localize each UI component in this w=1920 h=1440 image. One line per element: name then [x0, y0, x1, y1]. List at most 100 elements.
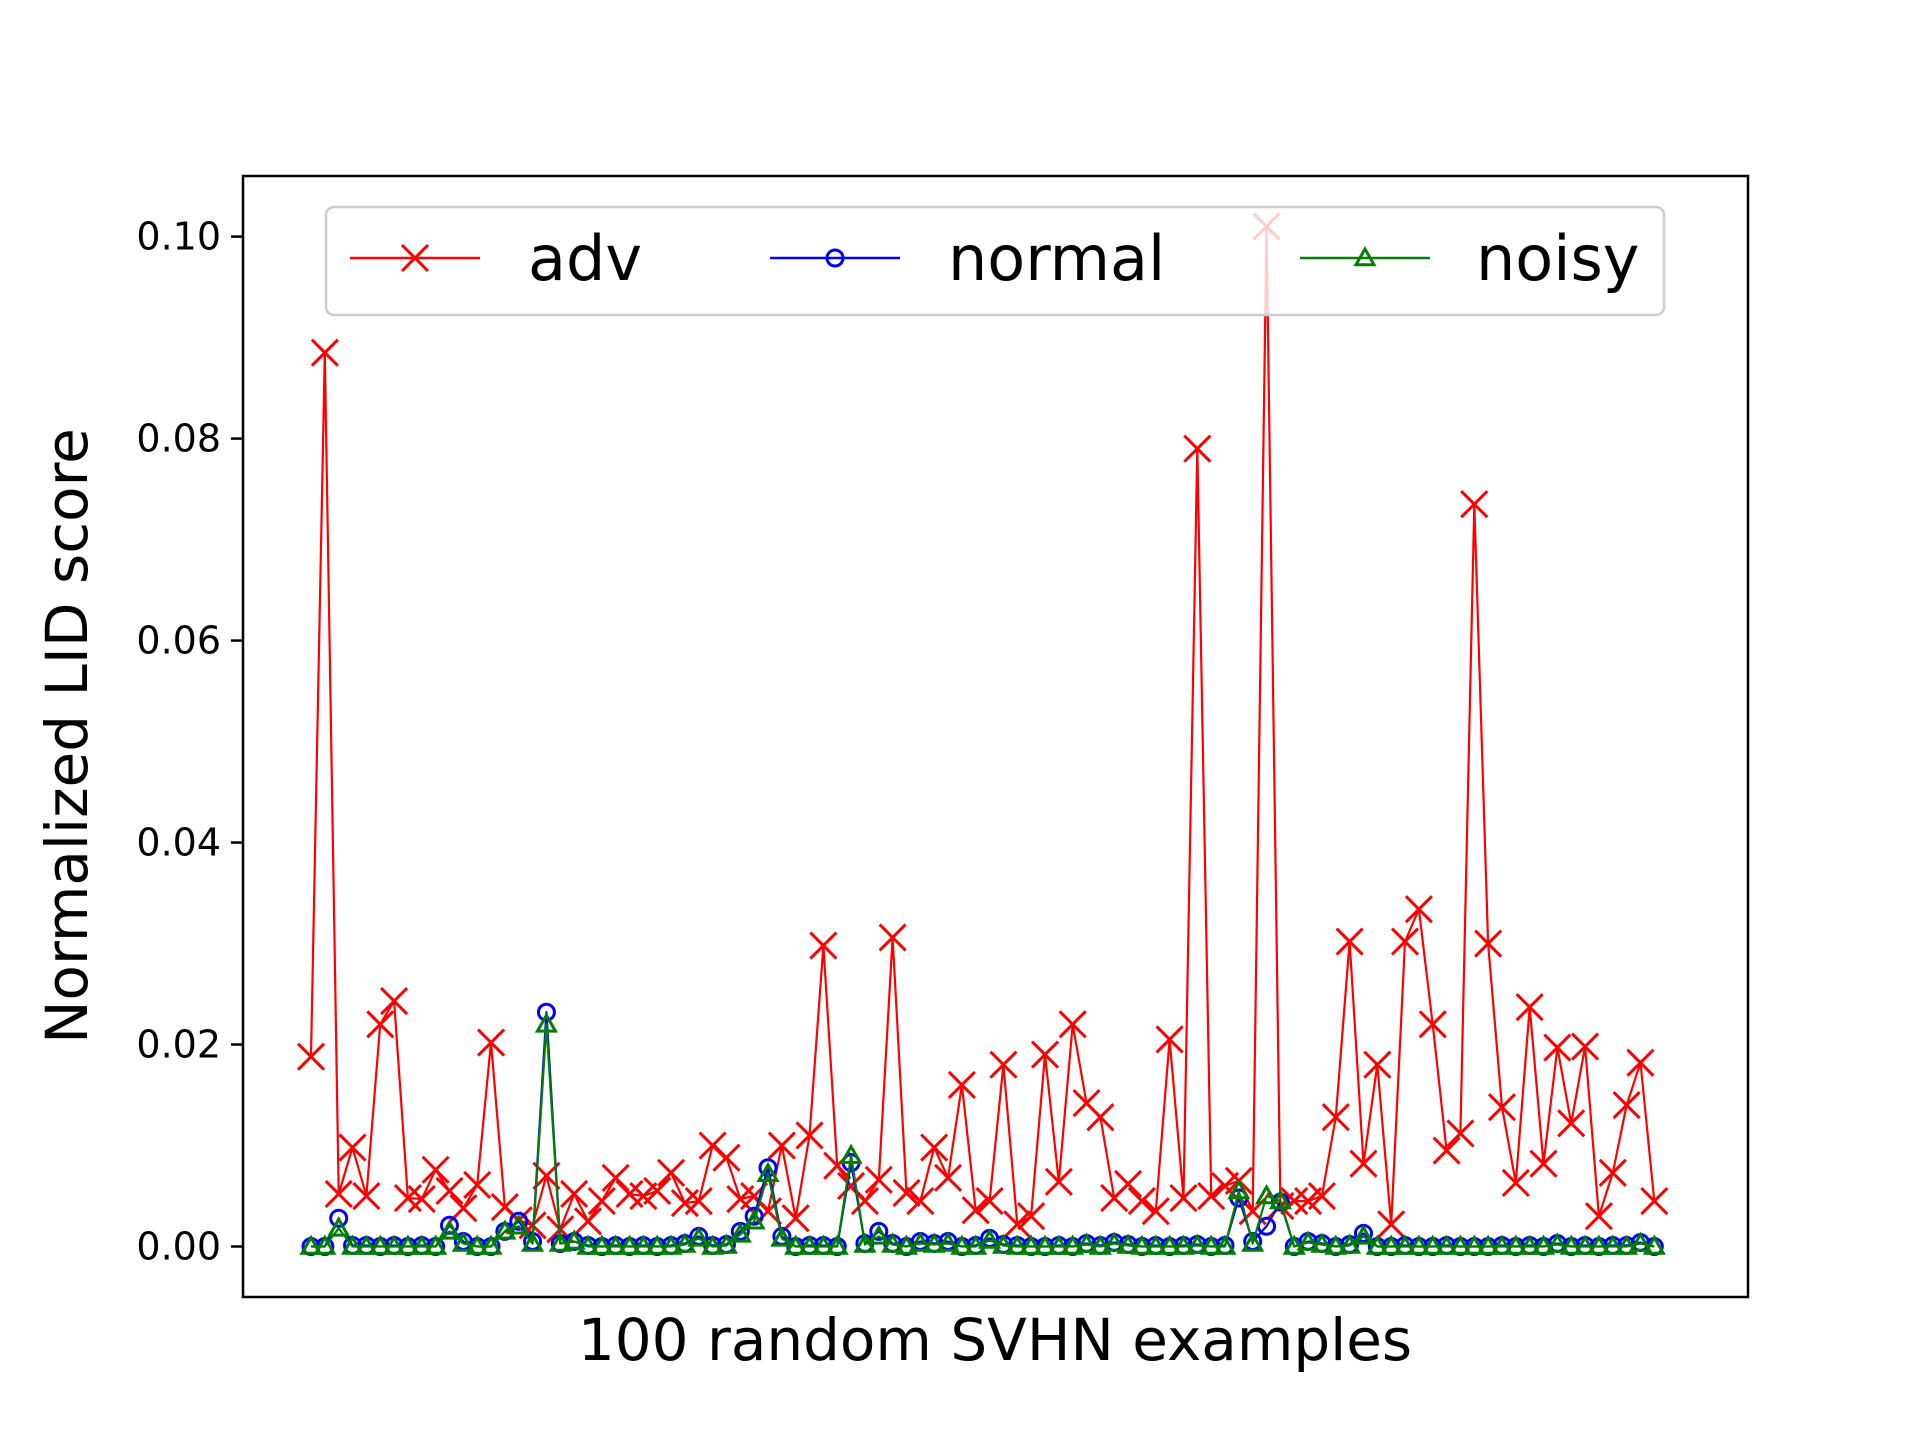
data-point-noisy — [424, 1234, 448, 1255]
x-axis-title: 100 random SVHN examples — [578, 1306, 1412, 1374]
data-point-adv — [421, 1155, 450, 1184]
data-point-adv — [1640, 1186, 1669, 1216]
data-point-noisy — [354, 1234, 378, 1255]
data-point-noisy — [1199, 1234, 1223, 1255]
data-point-adv — [1086, 1103, 1115, 1132]
data-point-noisy — [1379, 1234, 1403, 1255]
data-point-adv — [1003, 1210, 1032, 1239]
data-point-normal — [439, 1215, 459, 1235]
data-point-noisy — [1642, 1234, 1666, 1255]
data-point-adv — [1515, 993, 1544, 1022]
data-point-adv — [1113, 1169, 1143, 1198]
data-point-noisy — [576, 1234, 600, 1255]
y-tick-label: 0.02 — [136, 1023, 221, 1067]
data-point-noisy — [368, 1234, 392, 1255]
data-point-noisy — [1227, 1178, 1251, 1200]
data-point-adv — [324, 1179, 353, 1209]
data-point-noisy — [327, 1216, 351, 1237]
data-point-noisy — [1074, 1232, 1099, 1253]
y-tick-label: 0.08 — [136, 417, 221, 461]
data-point-adv — [407, 1184, 436, 1214]
data-point-adv — [1626, 1048, 1655, 1077]
data-point-adv — [476, 1028, 506, 1057]
data-point-noisy — [1518, 1234, 1542, 1255]
data-point-noisy — [1601, 1234, 1625, 1255]
data-point-noisy — [493, 1219, 517, 1240]
data-point-noisy — [1448, 1234, 1473, 1255]
data-point-noisy — [1088, 1234, 1112, 1255]
data-point-noisy — [520, 1231, 545, 1252]
data-point-noisy — [1573, 1234, 1597, 1255]
legend-entry-adv: adv — [350, 222, 642, 295]
data-point-normal — [869, 1221, 889, 1241]
data-point-adv — [435, 1176, 464, 1206]
y-axis-title: Normalized LID score — [33, 428, 101, 1044]
data-point-noisy — [1351, 1224, 1376, 1245]
data-point-adv — [643, 1176, 672, 1206]
data-point-noisy — [728, 1222, 752, 1243]
data-point-adv — [1529, 1149, 1558, 1178]
data-point-noisy — [701, 1234, 725, 1255]
data-point-noisy — [770, 1226, 794, 1247]
legend: adv normal noisy — [324, 205, 1666, 317]
data-point-noisy — [1531, 1234, 1556, 1255]
data-point-adv — [657, 1158, 686, 1187]
data-point-noisy — [548, 1231, 572, 1252]
data-point-noisy — [1282, 1234, 1306, 1255]
data-point-noisy — [479, 1234, 503, 1255]
data-point-noisy — [410, 1234, 434, 1255]
legend-marker-adv — [400, 243, 430, 273]
data-point-adv — [1017, 1202, 1046, 1231]
data-point-noisy — [784, 1234, 808, 1255]
data-point-noisy — [382, 1234, 406, 1255]
data-point-adv — [1460, 490, 1489, 519]
data-point-noisy — [1310, 1232, 1334, 1253]
data-point-adv — [684, 1186, 713, 1216]
legend-label-noisy: noisy — [1476, 222, 1639, 295]
data-point-noisy — [313, 1234, 337, 1255]
y-tick-label: 0.00 — [136, 1225, 221, 1269]
data-point-noisy — [1033, 1234, 1057, 1255]
legend-marker-normal — [825, 248, 845, 268]
data-point-adv — [795, 1121, 824, 1150]
data-point-noisy — [1559, 1234, 1583, 1255]
data-point-noisy — [617, 1234, 642, 1255]
data-point-adv — [1321, 1103, 1350, 1132]
data-point-adv — [1570, 1032, 1600, 1061]
data-point-noisy — [1490, 1234, 1514, 1255]
data-point-adv — [366, 1010, 395, 1039]
legend-marker-noisy — [1353, 245, 1377, 267]
data-point-adv — [1543, 1033, 1572, 1062]
data-point-adv — [1501, 1168, 1530, 1197]
data-point-noisy — [465, 1234, 489, 1255]
data-point-normal — [509, 1211, 529, 1231]
data-point-noisy — [1241, 1231, 1265, 1252]
data-point-noisy — [437, 1219, 462, 1240]
data-point-adv — [393, 1183, 422, 1213]
data-point-adv — [296, 1042, 326, 1071]
data-point-adv — [920, 1133, 949, 1162]
data-point-adv — [573, 1207, 603, 1236]
data-point-noisy — [977, 1228, 1002, 1249]
data-point-noisy — [1504, 1234, 1528, 1255]
data-point-noisy — [631, 1234, 655, 1255]
data-point-adv — [989, 1050, 1018, 1079]
data-point-adv — [1169, 1183, 1198, 1213]
y-tick-label: 0.10 — [136, 215, 221, 259]
data-point-adv — [947, 1070, 976, 1099]
data-point-adv — [1183, 434, 1212, 463]
data-point-noisy — [590, 1234, 614, 1255]
data-point-adv — [712, 1143, 741, 1172]
data-point-adv — [1584, 1202, 1613, 1231]
data-point-noisy — [1213, 1234, 1237, 1255]
data-point-noisy — [867, 1224, 891, 1245]
data-point-noisy — [1005, 1234, 1029, 1255]
data-point-noisy — [1268, 1189, 1292, 1210]
data-point-adv — [463, 1170, 492, 1199]
data-point-adv — [310, 338, 339, 367]
data-point-noisy — [881, 1232, 905, 1253]
data-point-adv — [1030, 1040, 1060, 1069]
plot-area — [296, 212, 1669, 1257]
data-point-noisy — [1296, 1230, 1320, 1251]
data-point-noisy — [396, 1234, 420, 1255]
